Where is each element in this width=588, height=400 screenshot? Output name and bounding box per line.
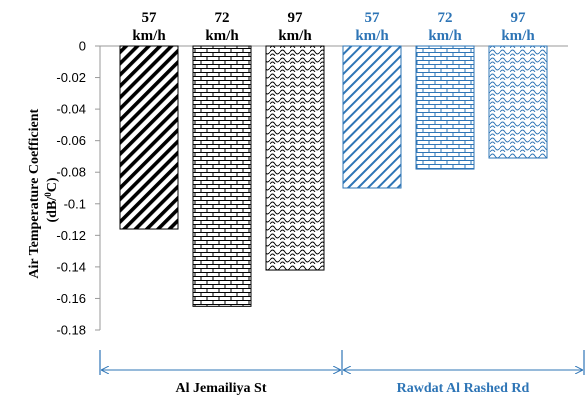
group-label-rawdat-al-rashed: Rawdat Al Rashed Rd bbox=[397, 381, 530, 396]
y-axis-label-main: Air Temperature Coefficient bbox=[27, 109, 42, 279]
y-axis-label-unit-degree: 0 bbox=[43, 192, 53, 197]
y-tick-label: -0.1 bbox=[64, 196, 86, 211]
y-axis-label: Air Temperature Coefficient (dB/0C) bbox=[27, 105, 60, 278]
y-tick-label: -0.02 bbox=[56, 70, 86, 85]
speed-value-label: 97 bbox=[511, 10, 527, 26]
speed-unit-label: km/h bbox=[205, 28, 239, 44]
bar-72-al-jemailiya bbox=[192, 45, 252, 307]
bar-57-al-jemailiya bbox=[119, 45, 179, 230]
bar-72-rawdat-al-rashed bbox=[415, 45, 475, 170]
y-tick-label: -0.16 bbox=[56, 291, 86, 306]
y-tick-label: -0.18 bbox=[56, 323, 86, 338]
speed-value-label: 72 bbox=[215, 10, 230, 26]
y-ticks: 0 -0.02 -0.04 -0.06 -0.08 -0.1 -0.12 -0.14 -0.16… bbox=[56, 39, 100, 338]
y-tick-label: 0 bbox=[79, 39, 86, 54]
y-tick-label: -0.14 bbox=[56, 259, 86, 274]
bar-57-rawdat-al-rashed bbox=[342, 45, 402, 189]
group-label-al-jemailiya: Al Jemailiya St bbox=[176, 381, 267, 396]
y-tick-label: -0.12 bbox=[56, 228, 86, 243]
speed-value-label: 97 bbox=[288, 10, 304, 26]
y-tick-label: -0.08 bbox=[56, 165, 86, 180]
speed-labels: 57 km/h 72 km/h 97 km/h 57 km/h 72 km/h 97 km/h bbox=[132, 10, 535, 44]
group-bracket: Al Jemailiya St Rawdat Al Rashed Rd bbox=[99, 350, 585, 396]
speed-value-label: 57 bbox=[365, 10, 381, 26]
bar-97-al-jemailiya bbox=[265, 45, 325, 271]
speed-unit-label: km/h bbox=[501, 28, 535, 44]
speed-value-label: 72 bbox=[438, 10, 453, 26]
y-axis-label-unit-open: (dB/ bbox=[45, 196, 60, 223]
bars-group bbox=[119, 45, 548, 307]
y-axis-label-unit-close: C) bbox=[45, 177, 60, 192]
speed-unit-label: km/h bbox=[132, 28, 166, 44]
bar-97-rawdat-al-rashed bbox=[488, 45, 548, 159]
y-tick-label: -0.04 bbox=[56, 102, 86, 117]
y-tick-label: -0.06 bbox=[56, 133, 86, 148]
speed-value-label: 57 bbox=[142, 10, 158, 26]
speed-unit-label: km/h bbox=[428, 28, 462, 44]
speed-unit-label: km/h bbox=[278, 28, 312, 44]
speed-unit-label: km/h bbox=[355, 28, 389, 44]
